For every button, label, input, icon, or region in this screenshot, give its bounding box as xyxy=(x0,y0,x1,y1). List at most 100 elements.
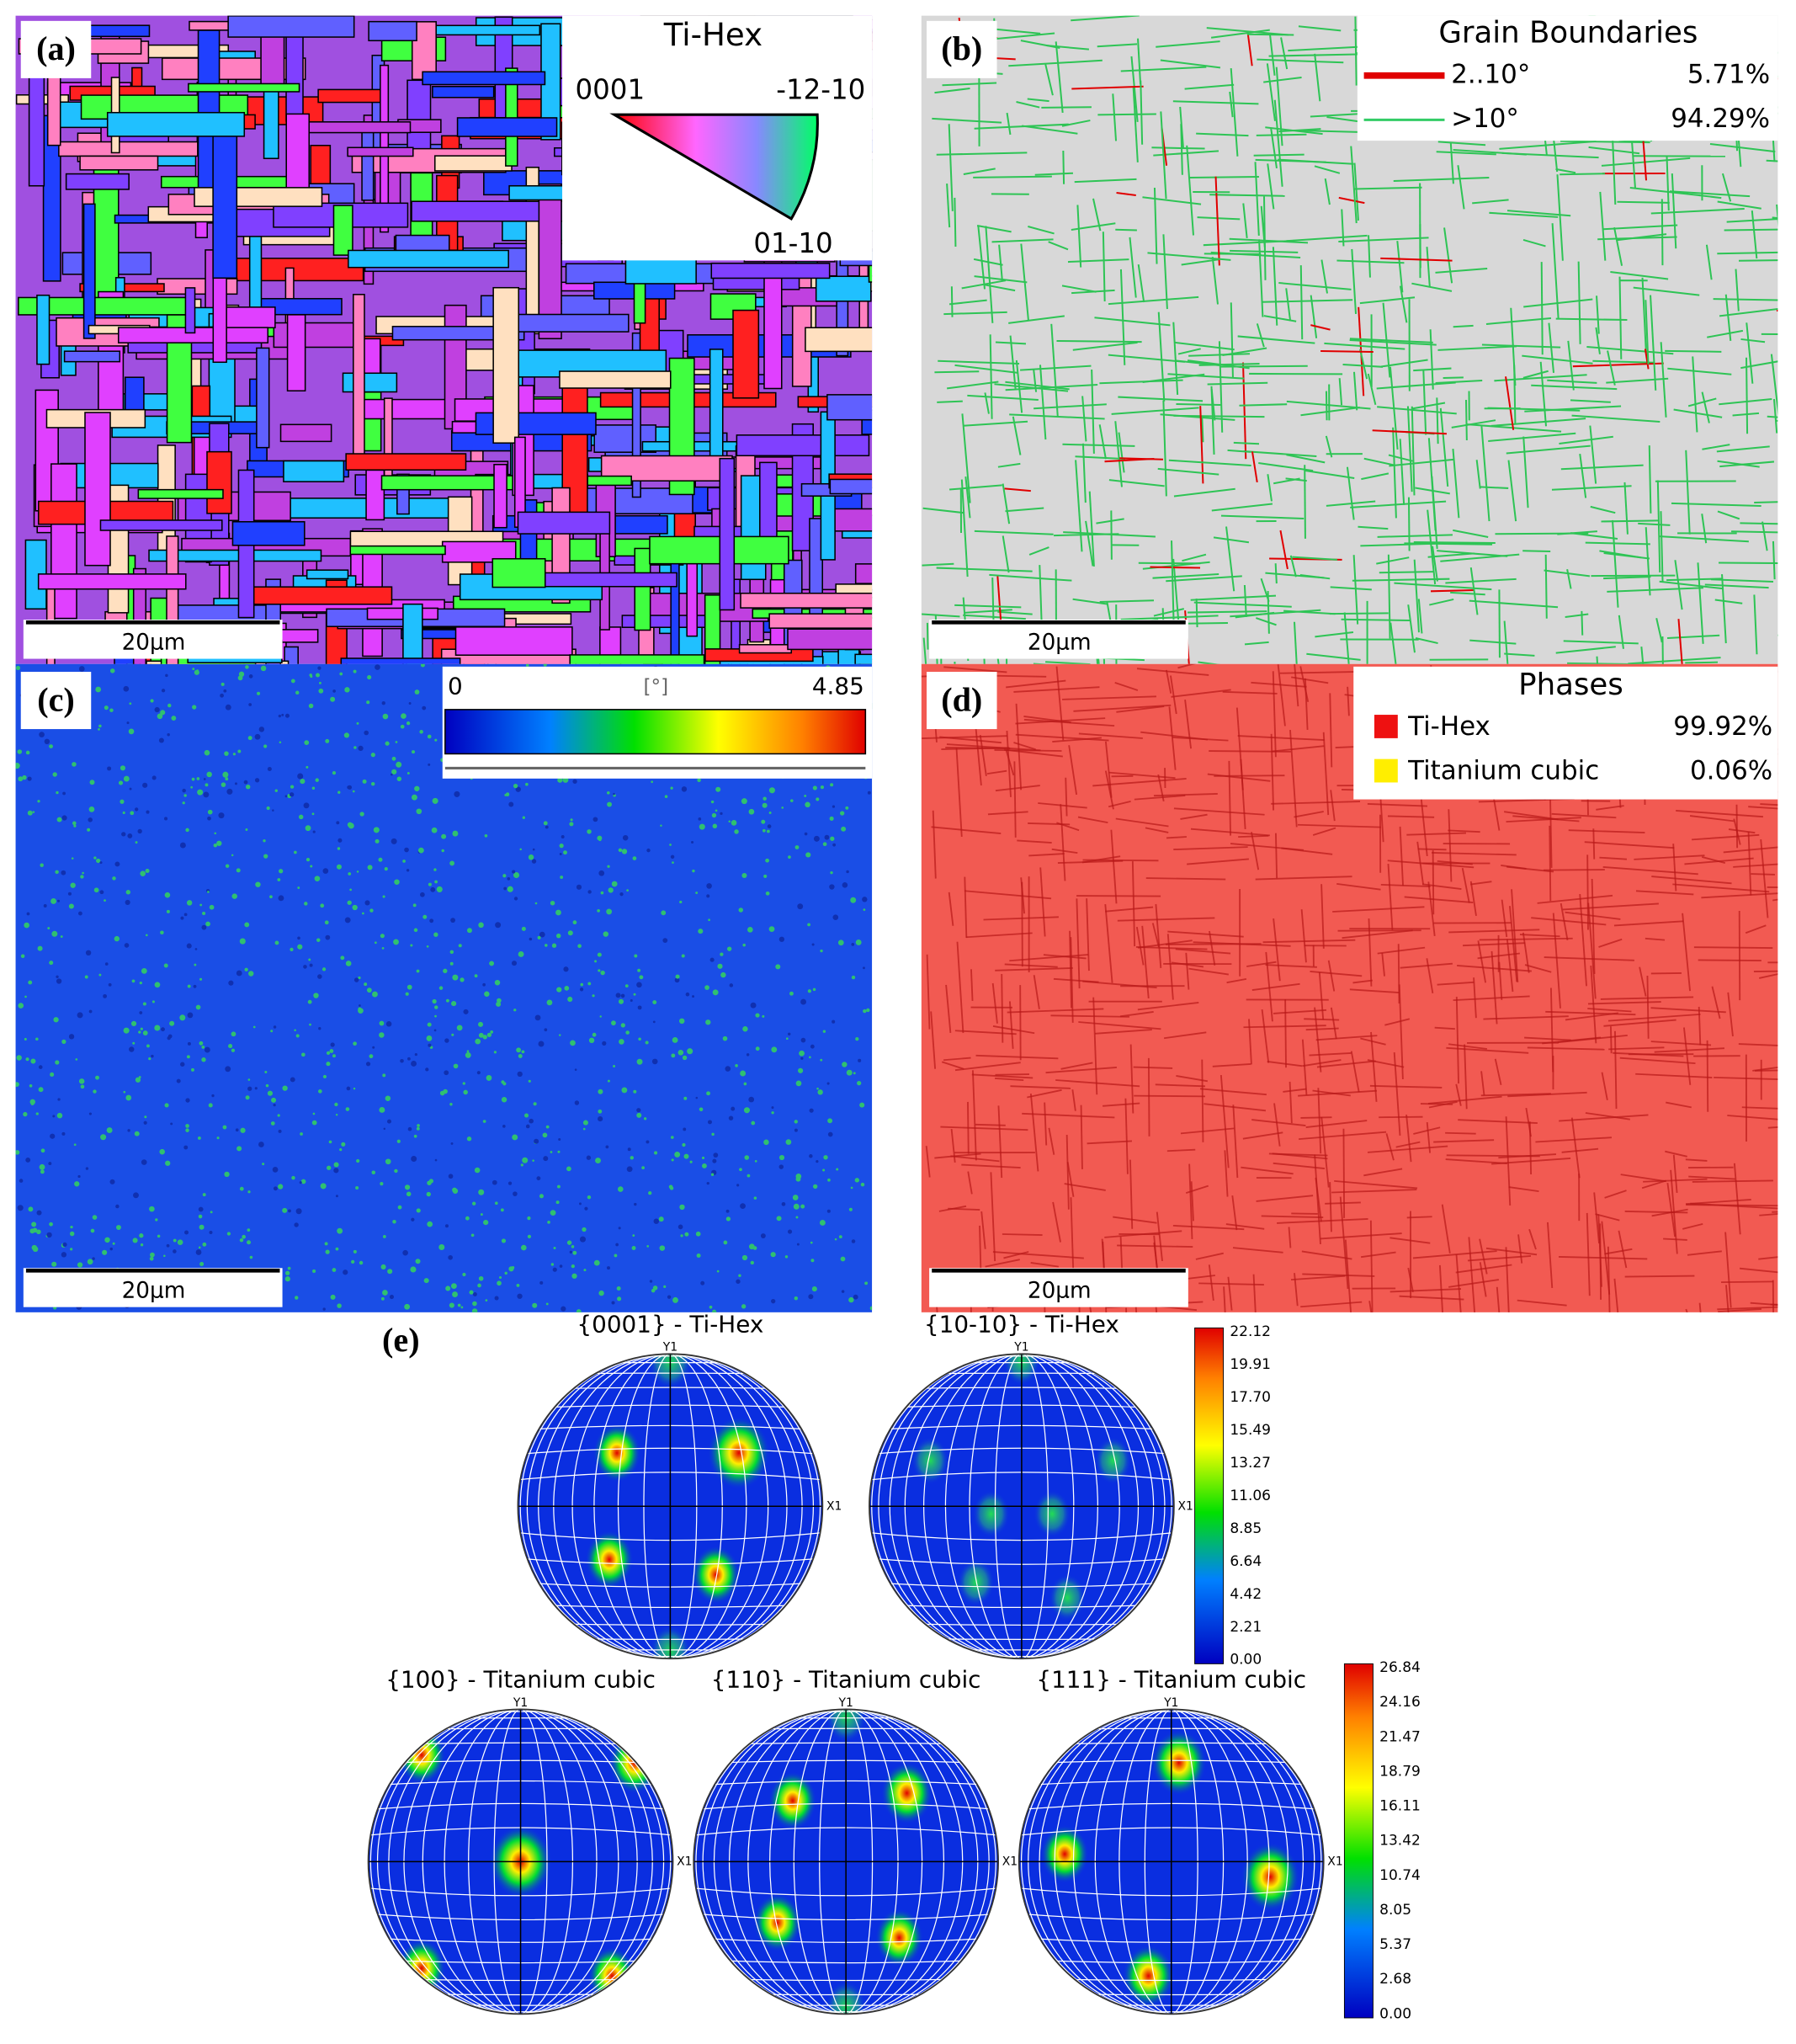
speckle xyxy=(151,1054,154,1058)
grain xyxy=(738,644,793,654)
speckle xyxy=(236,868,241,873)
boundary xyxy=(1503,620,1509,664)
speckle xyxy=(800,1204,805,1209)
speckle xyxy=(820,949,823,953)
boundary xyxy=(1368,235,1371,278)
lath xyxy=(1103,1102,1140,1107)
speckle xyxy=(485,1299,488,1301)
speckle xyxy=(567,996,573,1003)
boundary xyxy=(1372,429,1447,435)
grain xyxy=(36,294,50,365)
speckle xyxy=(28,1206,34,1212)
boundary xyxy=(1204,253,1262,255)
speckle xyxy=(699,1107,704,1112)
speckle xyxy=(288,1209,291,1213)
lath xyxy=(1131,861,1136,947)
lath xyxy=(975,1123,1006,1126)
speckle xyxy=(822,842,827,847)
speckle xyxy=(220,693,224,698)
speckle xyxy=(623,1089,626,1092)
speckle xyxy=(78,666,85,672)
lath xyxy=(1009,954,1089,962)
speckle xyxy=(630,999,633,1003)
speckle xyxy=(682,1142,686,1147)
speckle xyxy=(417,847,424,854)
lath xyxy=(1752,1067,1778,1072)
speckle xyxy=(816,1159,819,1163)
lath xyxy=(1724,1232,1732,1308)
speckle xyxy=(592,994,595,998)
lath xyxy=(1332,906,1425,913)
boundary xyxy=(1606,377,1669,384)
speckle xyxy=(698,817,702,821)
boundary xyxy=(1437,141,1486,146)
pole-figure-content xyxy=(518,1354,823,1659)
lath xyxy=(1265,964,1317,968)
label-box xyxy=(20,20,92,78)
boundary xyxy=(1304,469,1355,480)
lath xyxy=(1320,884,1325,949)
speckle xyxy=(128,728,135,735)
boundary xyxy=(938,359,1020,365)
speckle xyxy=(613,792,615,796)
lath xyxy=(1360,1251,1396,1259)
speckle xyxy=(123,1027,130,1034)
lath xyxy=(1320,1232,1402,1240)
boundary xyxy=(1603,552,1650,560)
lath xyxy=(1672,883,1770,893)
speckle xyxy=(579,1202,582,1206)
lath xyxy=(1760,803,1778,806)
lath xyxy=(1591,878,1596,974)
lath xyxy=(1175,948,1231,955)
intensity-spot xyxy=(585,1530,634,1589)
speckle xyxy=(198,1246,201,1249)
speckle xyxy=(837,939,844,946)
speckle xyxy=(310,674,313,679)
speckle xyxy=(471,1308,478,1312)
legend-value: 0.06% xyxy=(1690,756,1772,786)
lath xyxy=(1477,940,1487,983)
boundary xyxy=(1072,598,1108,605)
speckle xyxy=(132,1238,138,1243)
speckle xyxy=(795,1080,802,1087)
speckle xyxy=(356,721,359,725)
boundary xyxy=(1481,343,1561,349)
boundary xyxy=(1494,374,1587,382)
speckle xyxy=(602,1041,607,1046)
lath xyxy=(1155,1083,1205,1088)
colorbar-tick-label: 18.79 xyxy=(1379,1763,1421,1780)
boundary xyxy=(1411,402,1446,410)
speckle xyxy=(561,1306,566,1312)
lath xyxy=(1315,1035,1378,1041)
scale-bar-label: 20μm xyxy=(122,1279,186,1304)
speckle xyxy=(797,903,804,910)
lath xyxy=(1017,839,1052,844)
speckle xyxy=(260,665,267,672)
boundary xyxy=(1132,86,1139,162)
speckle xyxy=(272,809,274,812)
speckle xyxy=(391,769,397,774)
boundary xyxy=(1450,591,1485,596)
speckle xyxy=(237,749,242,753)
boundary xyxy=(1222,347,1267,357)
boundary xyxy=(1350,146,1358,224)
pole-outline xyxy=(869,1353,1175,1660)
speckle xyxy=(237,675,243,681)
colorbar-tick-label: 26.84 xyxy=(1379,1659,1421,1676)
speckle xyxy=(159,1148,165,1155)
lath xyxy=(1339,1196,1349,1290)
speckle xyxy=(620,993,625,998)
speckle xyxy=(370,753,375,758)
boundary xyxy=(1256,323,1265,348)
speckle xyxy=(245,828,248,831)
speckle xyxy=(607,1266,611,1270)
speckle xyxy=(542,1132,548,1138)
speckle xyxy=(138,1030,141,1034)
speckle xyxy=(646,848,651,853)
speckle xyxy=(265,1083,269,1088)
boundary xyxy=(1168,459,1251,467)
speckle xyxy=(247,1240,252,1245)
boundary xyxy=(1439,407,1449,487)
speckle xyxy=(632,856,637,860)
lath xyxy=(1185,1184,1209,1195)
